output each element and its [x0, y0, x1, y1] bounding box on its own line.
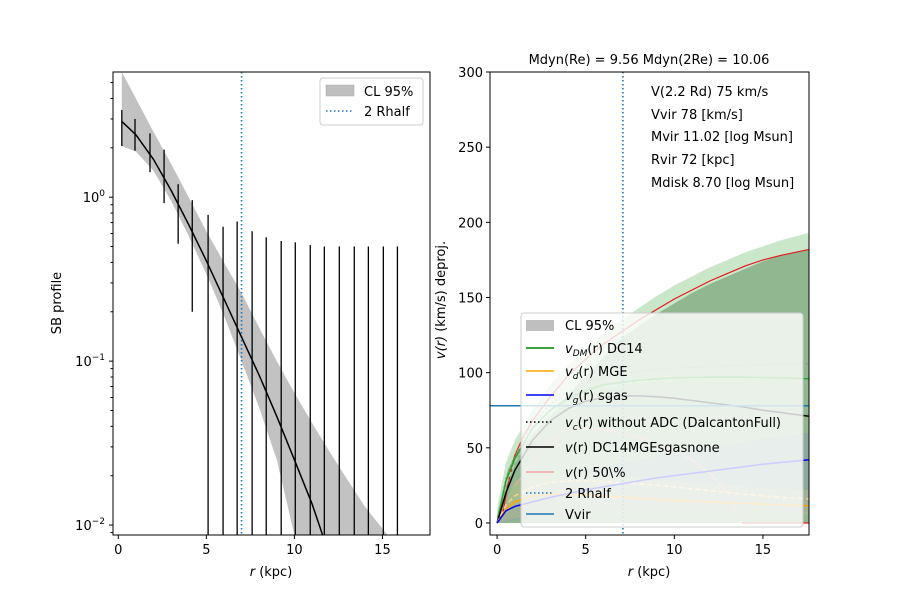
rc-legend-vvir-label: Vvir	[565, 508, 591, 523]
rc-y-tick-label: 50	[466, 442, 483, 457]
sb-y-tick-label: 100	[83, 189, 106, 206]
sb-plot-area	[121, 72, 399, 535]
rc-y-axis: 0 50 100 150 200 250 300	[458, 66, 490, 532]
sb-y-axis: 10−2 10−1 100	[75, 82, 113, 534]
rc-y-tick-label: 100	[458, 367, 483, 382]
rc-x-tick-label: 0	[493, 543, 501, 558]
rc-y-tick-label: 250	[458, 141, 483, 156]
rc-y-tick-label: 0	[475, 517, 483, 532]
sb-y-axis-label: SB profile	[50, 272, 65, 334]
rc-series-line	[496, 377, 809, 524]
annotation-rvir: Rvir 72 [kpc]	[651, 153, 735, 168]
sb-axes-frame	[112, 71, 431, 536]
rc-legend-cl95-swatch	[526, 320, 554, 331]
rc-x-tick-label: 5	[582, 543, 590, 558]
sb-x-tick-label: 5	[202, 543, 210, 558]
sb-y-tick-label: 10−1	[75, 353, 105, 370]
rc-legend-vtot-label: v(r) DC14MGEsgasnone	[565, 441, 720, 456]
sb-legend-cl95-swatch	[325, 84, 355, 97]
rc-x-tick-label: 10	[666, 543, 683, 558]
sb-x-axis-label: r (kpc)	[250, 565, 293, 580]
rc-legend-rhalf-label: 2 Rhalf	[565, 487, 611, 502]
sb-legend-rhalf-label: 2 Rhalf	[364, 105, 410, 120]
rc-axes-frame	[489, 71, 810, 536]
rc-legend: CL 95% vDM(r) DC14 vd(r) MGE vg(r) sgas …	[520, 312, 804, 528]
rc-legend-box	[520, 312, 804, 528]
rc-title: Mdyn(Re) = 9.56 Mdyn(2Re) = 10.06	[529, 53, 770, 68]
rc-legend-vg-label: vg(r) sgas	[565, 389, 628, 406]
sb-x-tick-label: 0	[114, 543, 122, 558]
rc-x-axis: 0 5 10 15	[493, 535, 771, 558]
sb-model-curve	[121, 120, 324, 535]
sb-y-tick-label: 10−2	[75, 517, 105, 534]
sb-x-axis: 0 5 10 15	[114, 535, 391, 558]
rc-y-tick-label: 150	[458, 291, 483, 306]
annotation-mvir: Mvir 11.02 [log Msun]	[651, 130, 793, 145]
rc-annotations: V(2.2 Rd) 75 km/s Vvir 78 [km/s] Mvir 11…	[651, 85, 794, 191]
rotation-curve-panel: 0 5 10 15 0 50 100 150 200 250 300 Mdyn(Re) = 9.5…	[434, 53, 810, 580]
rc-legend-vdm-label: vDM(r) DC14	[565, 342, 643, 359]
sb-legend-cl95-label: CL 95%	[364, 85, 413, 100]
sb-x-tick-label: 15	[374, 543, 391, 558]
rc-y-tick-label: 200	[458, 216, 483, 231]
rc-x-axis-label: r (kpc)	[628, 565, 671, 580]
sb-x-tick-label: 10	[286, 543, 303, 558]
annotation-vvir: Vvir 78 [km/s]	[651, 108, 743, 123]
rc-legend-vc-label: vc(r) without ADC (DalcantonFull)	[565, 416, 781, 433]
rc-legend-cl95-label: CL 95%	[565, 319, 614, 334]
rc-x-tick-label: 15	[755, 543, 772, 558]
sb-profile-panel: 0 5 10 15 10−2 10−1 100 r (kpc) SB profile CL…	[50, 71, 431, 580]
annotation-v22rd: V(2.2 Rd) 75 km/s	[651, 85, 769, 100]
rc-legend-vd-label: vd(r) MGE	[565, 365, 628, 382]
rc-y-tick-label: 300	[458, 66, 483, 81]
rc-legend-v50-label: v(r) 50\%	[565, 466, 626, 481]
annotation-mdisk: Mdisk 8.70 [log Msun]	[651, 176, 794, 191]
rc-y-axis-label: v(r) (km/s) deproj.	[434, 241, 449, 359]
sb-legend: CL 95% 2 Rhalf	[319, 77, 424, 126]
